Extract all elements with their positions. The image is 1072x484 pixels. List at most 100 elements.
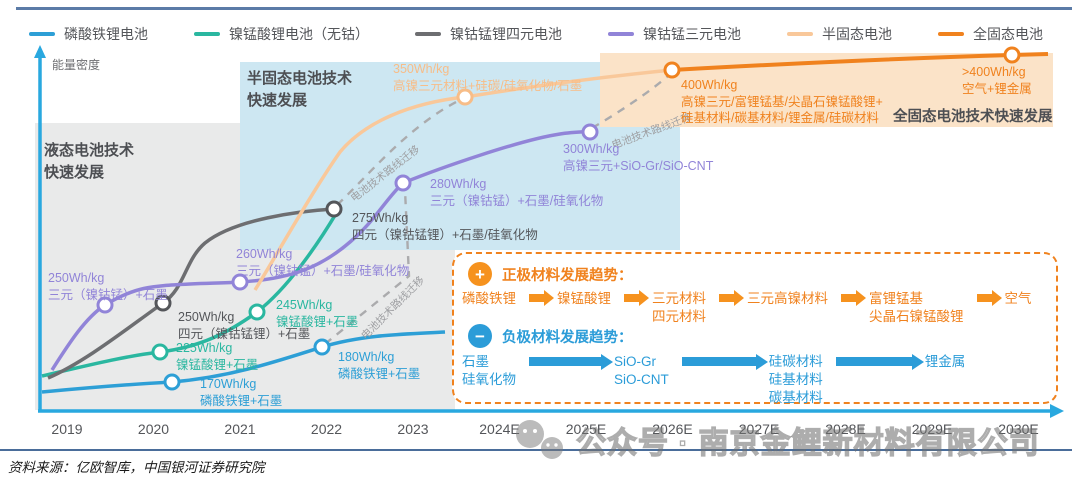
x-tick-label: 2028E bbox=[825, 421, 866, 437]
x-tick-label: 2024E bbox=[479, 421, 520, 437]
arrow-right-icon bbox=[529, 294, 544, 302]
x-axis-arrow-icon bbox=[1050, 404, 1064, 418]
bottom-divider-line bbox=[0, 449, 1072, 451]
legend-label: 镍钴锰锂四元电池 bbox=[450, 26, 562, 42]
point-value: 275Wh/kg bbox=[352, 211, 409, 225]
point-materials: 高镍三元/富锂锰基/尖晶石镍锰酸锂+ 硅基材料/碳基材料/锂金属/硅碳材料 bbox=[681, 94, 883, 126]
point-label: 180Wh/kg 磷酸铁锂+石墨 bbox=[338, 349, 420, 382]
anode-chain: 石墨 硅氧化物 SiO-Gr SiO-CNT 硅碳材料 硅基材料 碳基材料 锂金属 bbox=[462, 353, 1050, 408]
y-axis-label: 能量密度 bbox=[52, 58, 101, 72]
x-tick-label: 2023 bbox=[397, 421, 429, 437]
chain-item: 磷酸铁锂 bbox=[462, 291, 516, 306]
cathode-trend-header: + 正极材料发展趋势： bbox=[468, 262, 633, 286]
legend-label: 全固态电池 bbox=[973, 26, 1043, 42]
x-tick-label: 2027E bbox=[738, 421, 780, 437]
data-point-marker bbox=[1003, 46, 1021, 64]
x-tick-label: 2019 bbox=[51, 421, 83, 437]
arrow-right-icon bbox=[835, 357, 912, 366]
point-value: 300Wh/kg bbox=[563, 142, 620, 156]
x-tick-label: 2020 bbox=[137, 421, 170, 437]
point-value: 180Wh/kg bbox=[338, 350, 395, 364]
legend-label: 半固态电池 bbox=[822, 26, 892, 42]
top-divider-line bbox=[16, 7, 1072, 10]
x-tick-label: 2029E bbox=[911, 421, 953, 437]
data-point-marker bbox=[325, 200, 343, 218]
solid-band-caption: 全固态电池技术快速发展 bbox=[893, 109, 1053, 125]
point-label: 250Wh/kg 四元（镍钴锰锂）+石墨 bbox=[178, 309, 310, 342]
arrow-right-icon bbox=[719, 294, 734, 302]
chart-legend: 磷酸铁锂电池 镍锰酸锂电池（无钴） 镍钴锰锂四元电池 镍钴锰三元电池 半固态电池 全固态电… bbox=[0, 24, 1072, 44]
legend-line-swatch bbox=[194, 32, 220, 36]
legend-item: 全固态电池 bbox=[938, 24, 1043, 44]
legend-line-swatch bbox=[608, 32, 634, 36]
data-point-marker bbox=[151, 343, 169, 361]
point-value: 250Wh/kg bbox=[178, 310, 235, 324]
legend-line-swatch bbox=[29, 32, 55, 36]
data-point-marker bbox=[663, 61, 681, 79]
point-materials: 高镍三元材料+硅碳/硅氧化物/石墨 bbox=[393, 78, 583, 93]
data-point-marker bbox=[394, 174, 412, 192]
point-value: 280Wh/kg bbox=[430, 177, 487, 191]
point-value: 225Wh/kg bbox=[176, 341, 233, 355]
x-tick-label: 2030E bbox=[998, 421, 1039, 437]
legend-item: 半固态电池 bbox=[787, 24, 892, 44]
point-label: 400Wh/kg 高镍三元/富锂锰基/尖晶石镍锰酸锂+ 硅基材料/碳基材料/锂金属… bbox=[681, 77, 883, 127]
point-value: 260Wh/kg bbox=[236, 247, 293, 261]
legend-item: 镍钴锰锂四元电池 bbox=[415, 24, 562, 44]
point-value: 400Wh/kg bbox=[681, 78, 738, 92]
legend-item: 镍锰酸锂电池（无钴） bbox=[194, 24, 369, 44]
point-label: 170Wh/kg 磷酸铁锂+石墨 bbox=[200, 376, 282, 409]
data-point-marker bbox=[163, 373, 181, 391]
point-label: 280Wh/kg 三元（镍钴锰）+石墨/硅氧化物 bbox=[430, 176, 603, 209]
cathode-trend-title: 正极材料发展趋势： bbox=[502, 267, 633, 284]
chain-item: 石墨 硅氧化物 bbox=[462, 354, 516, 388]
point-label: >400Wh/kg 空气+锂金属 bbox=[962, 64, 1032, 97]
minus-icon: − bbox=[468, 324, 492, 348]
x-tick-label: 2022 bbox=[310, 421, 343, 437]
arrow-right-icon bbox=[976, 294, 992, 302]
x-tick-label: 2025E bbox=[565, 421, 607, 437]
point-materials: 三元（镍钴锰）+石墨/硅氧化物 bbox=[236, 263, 410, 278]
legend-label: 磷酸铁锂电池 bbox=[64, 26, 148, 42]
plus-icon: + bbox=[468, 262, 492, 286]
legend-label: 镍锰酸锂电池（无钴） bbox=[229, 26, 369, 42]
watermark-text: 公众号 · 南京金鲤新材料有限公司 bbox=[575, 426, 1040, 460]
point-materials: 空气+锂金属 bbox=[962, 81, 1032, 96]
data-point-marker bbox=[313, 338, 331, 356]
arrow-right-icon bbox=[681, 357, 756, 366]
point-materials: 磷酸铁锂+石墨 bbox=[200, 393, 283, 408]
arrow-right-icon bbox=[841, 294, 856, 302]
arrow-right-icon bbox=[529, 357, 601, 366]
material-trend-box: + 正极材料发展趋势： 磷酸铁锂 镍锰酸锂 三元材料 四元材料 三元高镍材料 富锂锰基 … bbox=[452, 252, 1058, 405]
point-materials: 三元（镍钴锰）+石墨 bbox=[48, 287, 168, 302]
chain-item: 三元高镍材料 bbox=[747, 291, 828, 306]
chain-item: 三元材料 四元材料 bbox=[652, 291, 706, 325]
anode-trend-header: − 负极材料发展趋势： bbox=[468, 324, 633, 348]
source-note: 资料来源：亿欧智库，中国银河证券研究院 bbox=[8, 460, 265, 475]
legend-label: 镍钴锰三元电池 bbox=[643, 26, 741, 42]
legend-line-swatch bbox=[938, 32, 964, 36]
chain-item: 镍锰酸锂 bbox=[557, 291, 611, 306]
cathode-chain: 磷酸铁锂 镍锰酸锂 三元材料 四元材料 三元高镍材料 富锂锰基 尖晶石镍锰酸锂 空气 bbox=[462, 290, 1050, 326]
liquid-band-title: 液态电池技术 快速发展 bbox=[44, 142, 135, 181]
point-value: 250Wh/kg bbox=[48, 271, 105, 285]
point-materials: 三元（镍钴锰）+石墨/硅氧化物 bbox=[430, 193, 604, 208]
chain-item: SiO-Gr SiO-CNT bbox=[614, 354, 669, 388]
chain-item: 锂金属 bbox=[924, 354, 966, 369]
point-materials: 高镍三元+SiO-Gr/SiO-CNT bbox=[563, 158, 714, 173]
point-label: 300Wh/kg 高镍三元+SiO-Gr/SiO-CNT bbox=[563, 141, 713, 174]
point-label: 275Wh/kg 四元（镍钴锰锂）+石墨/硅氧化物 bbox=[352, 210, 538, 243]
point-materials: 四元（镍钴锰锂）+石墨 bbox=[178, 326, 311, 341]
point-label: 350Wh/kg 高镍三元材料+硅碳/硅氧化物/石墨 bbox=[393, 61, 582, 94]
point-label: 250Wh/kg 三元（镍钴锰）+石墨 bbox=[48, 270, 168, 303]
point-materials: 四元（镍钴锰锂）+石墨/硅氧化物 bbox=[352, 227, 538, 242]
legend-line-swatch bbox=[787, 32, 813, 36]
point-value: 350Wh/kg bbox=[393, 62, 450, 76]
legend-item: 镍钴锰三元电池 bbox=[608, 24, 741, 44]
chain-item: 空气 bbox=[1004, 291, 1032, 306]
x-tick-label: 2021 bbox=[224, 421, 256, 437]
point-label: 260Wh/kg 三元（镍钴锰）+石墨/硅氧化物 bbox=[236, 246, 409, 279]
point-materials: 镍锰酸锂+石墨 bbox=[176, 357, 259, 372]
legend-item: 磷酸铁锂电池 bbox=[29, 24, 148, 44]
